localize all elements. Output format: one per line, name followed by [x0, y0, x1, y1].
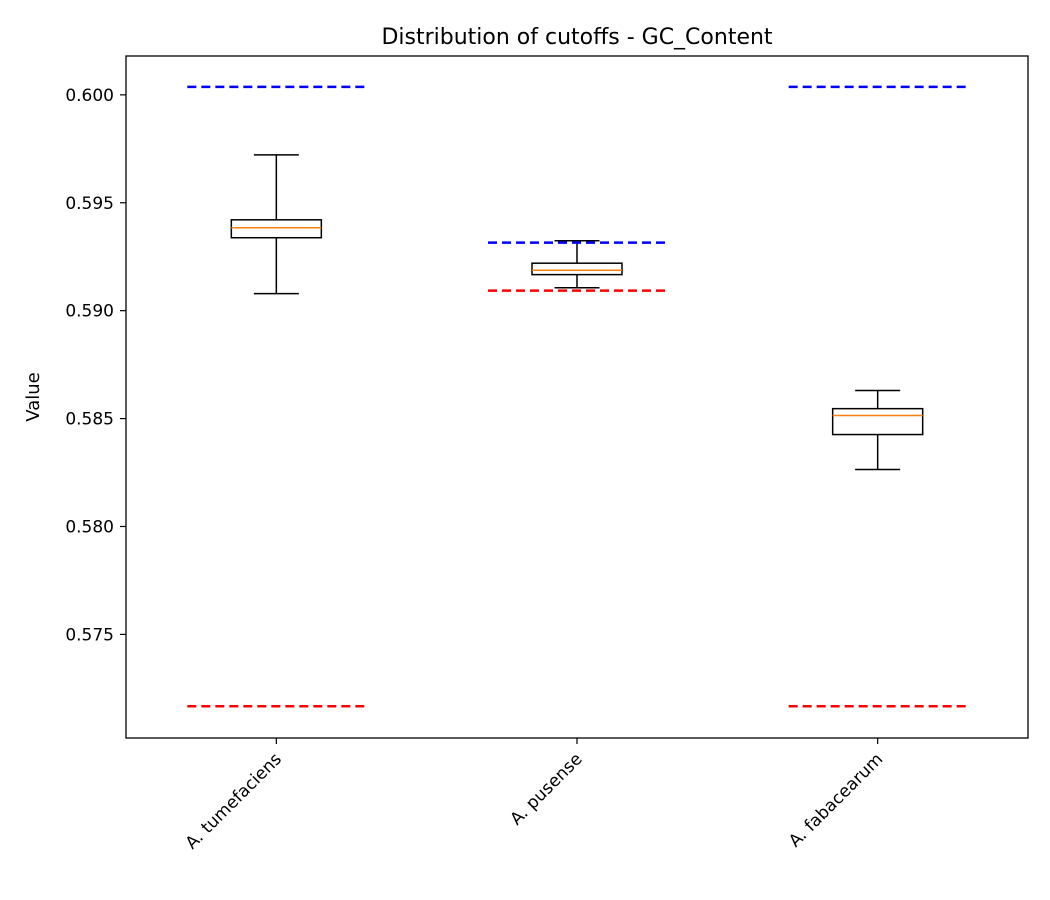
- y-tick-label: 0.600: [65, 86, 114, 106]
- y-tick-label: 0.575: [65, 625, 114, 645]
- y-tick-label: 0.595: [65, 194, 114, 214]
- x-tick-label: A. pusense: [507, 749, 587, 829]
- box: [230, 219, 323, 239]
- x-tick-label: A. tumefaciens: [182, 749, 286, 853]
- y-axis-label: Value: [23, 372, 44, 421]
- x-tick-label: A. fabacearum: [785, 749, 887, 851]
- y-tick-label: 0.590: [65, 302, 114, 322]
- chart-title: Distribution of cutoffs - GC_Content: [381, 25, 772, 50]
- y-tick-label: 0.580: [65, 517, 114, 537]
- box: [531, 262, 623, 276]
- box: [831, 407, 924, 436]
- plot-frame: [125, 55, 1029, 739]
- y-tick-label: 0.585: [65, 410, 114, 430]
